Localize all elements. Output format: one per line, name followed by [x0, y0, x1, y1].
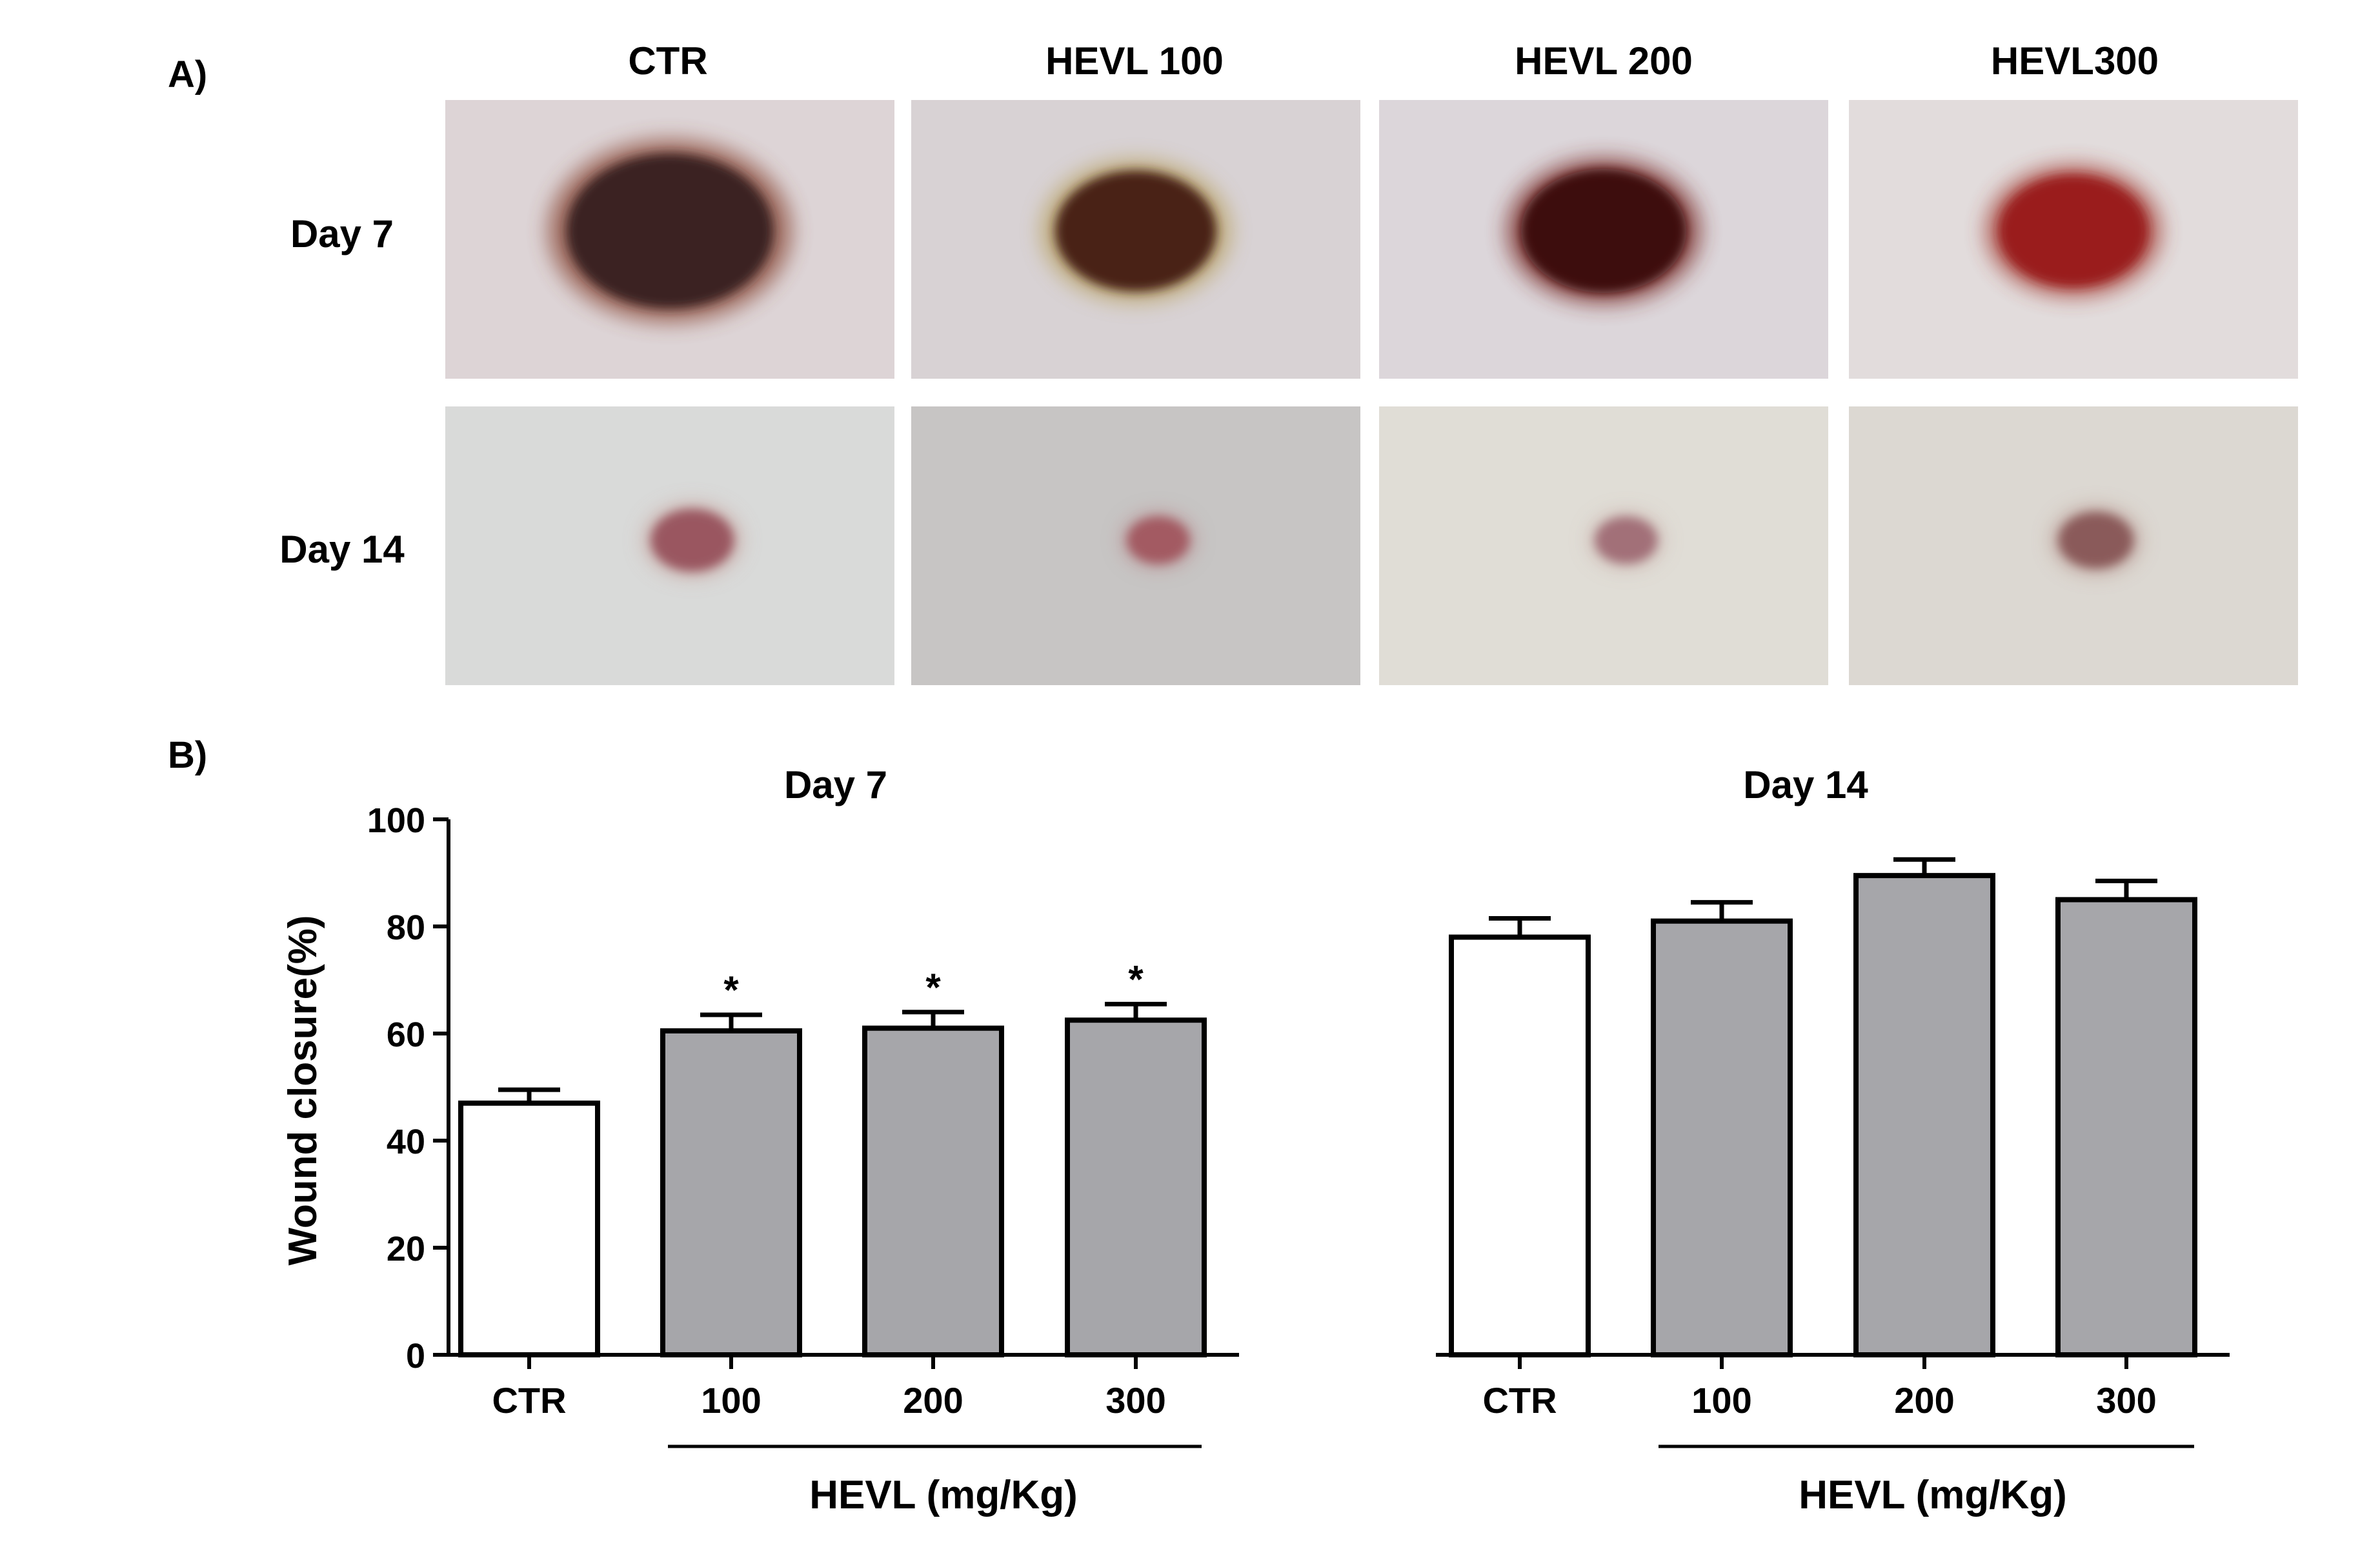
wound — [650, 509, 734, 572]
chart-title: Day 14 — [1743, 763, 1868, 806]
group-label: HEVL (mg/Kg) — [809, 1473, 1078, 1517]
row-labels: Day 7 Day 14 — [279, 212, 405, 571]
column-headers: CTR HEVL 100 HEVL 200 HEVL300 — [628, 39, 2159, 83]
bar — [862, 1025, 1004, 1357]
panel-a-label: A) — [168, 54, 207, 95]
wound-photo — [1379, 100, 1828, 379]
wound-photo — [1379, 406, 1828, 685]
x-tick-label: 100 — [701, 1380, 761, 1421]
y-tick-label: 80 — [387, 908, 425, 947]
x-tick-label: 300 — [2096, 1380, 2156, 1421]
significance-marker: * — [1128, 957, 1144, 1001]
wound — [1521, 169, 1686, 294]
x-tick-label: 100 — [1691, 1380, 1751, 1421]
x-tick-label: 300 — [1105, 1380, 1165, 1421]
row-label: Day 14 — [279, 528, 405, 571]
significance-marker: * — [925, 966, 941, 1009]
y-axis-label: Wound closure(%) — [281, 915, 325, 1265]
wound-photo — [911, 100, 1360, 379]
chart-day-7: Day 7 0 20 40 60 80 100 CTR * 100 * 200 * 300 HEVL (mg… — [367, 763, 1239, 1517]
x-tick-label: 200 — [1894, 1380, 1954, 1421]
chart-day-14: Day 14 CTR 100 200 300 HEVL (mg/Kg) — [1436, 763, 2230, 1517]
column-header: CTR — [628, 39, 707, 83]
x-tick-label: 200 — [903, 1380, 963, 1421]
bar — [458, 1100, 600, 1358]
wound-photo — [911, 406, 1360, 685]
wound — [1999, 175, 2148, 287]
bar — [660, 1028, 802, 1357]
y-tick-label: 20 — [387, 1230, 425, 1268]
photo-grid — [445, 100, 2298, 685]
y-tick-label: 40 — [387, 1123, 425, 1161]
x-tick-label: CTR — [1482, 1380, 1557, 1421]
y-tick-label: 60 — [387, 1015, 425, 1054]
bar — [1853, 873, 1995, 1357]
wound-photo — [445, 100, 894, 379]
bar — [1065, 1017, 1207, 1357]
wound — [1127, 517, 1189, 564]
wound-photo — [445, 406, 894, 685]
wound-photo — [1849, 406, 2298, 685]
bar — [1651, 918, 1793, 1357]
chart-title: Day 7 — [784, 763, 887, 806]
wound — [1055, 170, 1216, 292]
x-tick-label: CTR — [492, 1380, 566, 1421]
wound-photo — [1849, 100, 2298, 379]
column-header: HEVL300 — [1991, 39, 2159, 83]
bar — [1449, 934, 1591, 1357]
y-tick-label: 100 — [367, 801, 425, 840]
wound — [2059, 512, 2133, 568]
y-tick-label: 0 — [406, 1337, 425, 1375]
bar — [2055, 897, 2197, 1357]
wound — [567, 154, 773, 309]
panel-b-label: B) — [168, 734, 207, 776]
group-label: HEVL (mg/Kg) — [1799, 1473, 2067, 1517]
column-header: HEVL 200 — [1515, 39, 1693, 83]
row-label: Day 7 — [290, 212, 394, 255]
wound — [1595, 517, 1657, 564]
significance-marker: * — [723, 968, 739, 1012]
column-header: HEVL 100 — [1045, 39, 1224, 83]
